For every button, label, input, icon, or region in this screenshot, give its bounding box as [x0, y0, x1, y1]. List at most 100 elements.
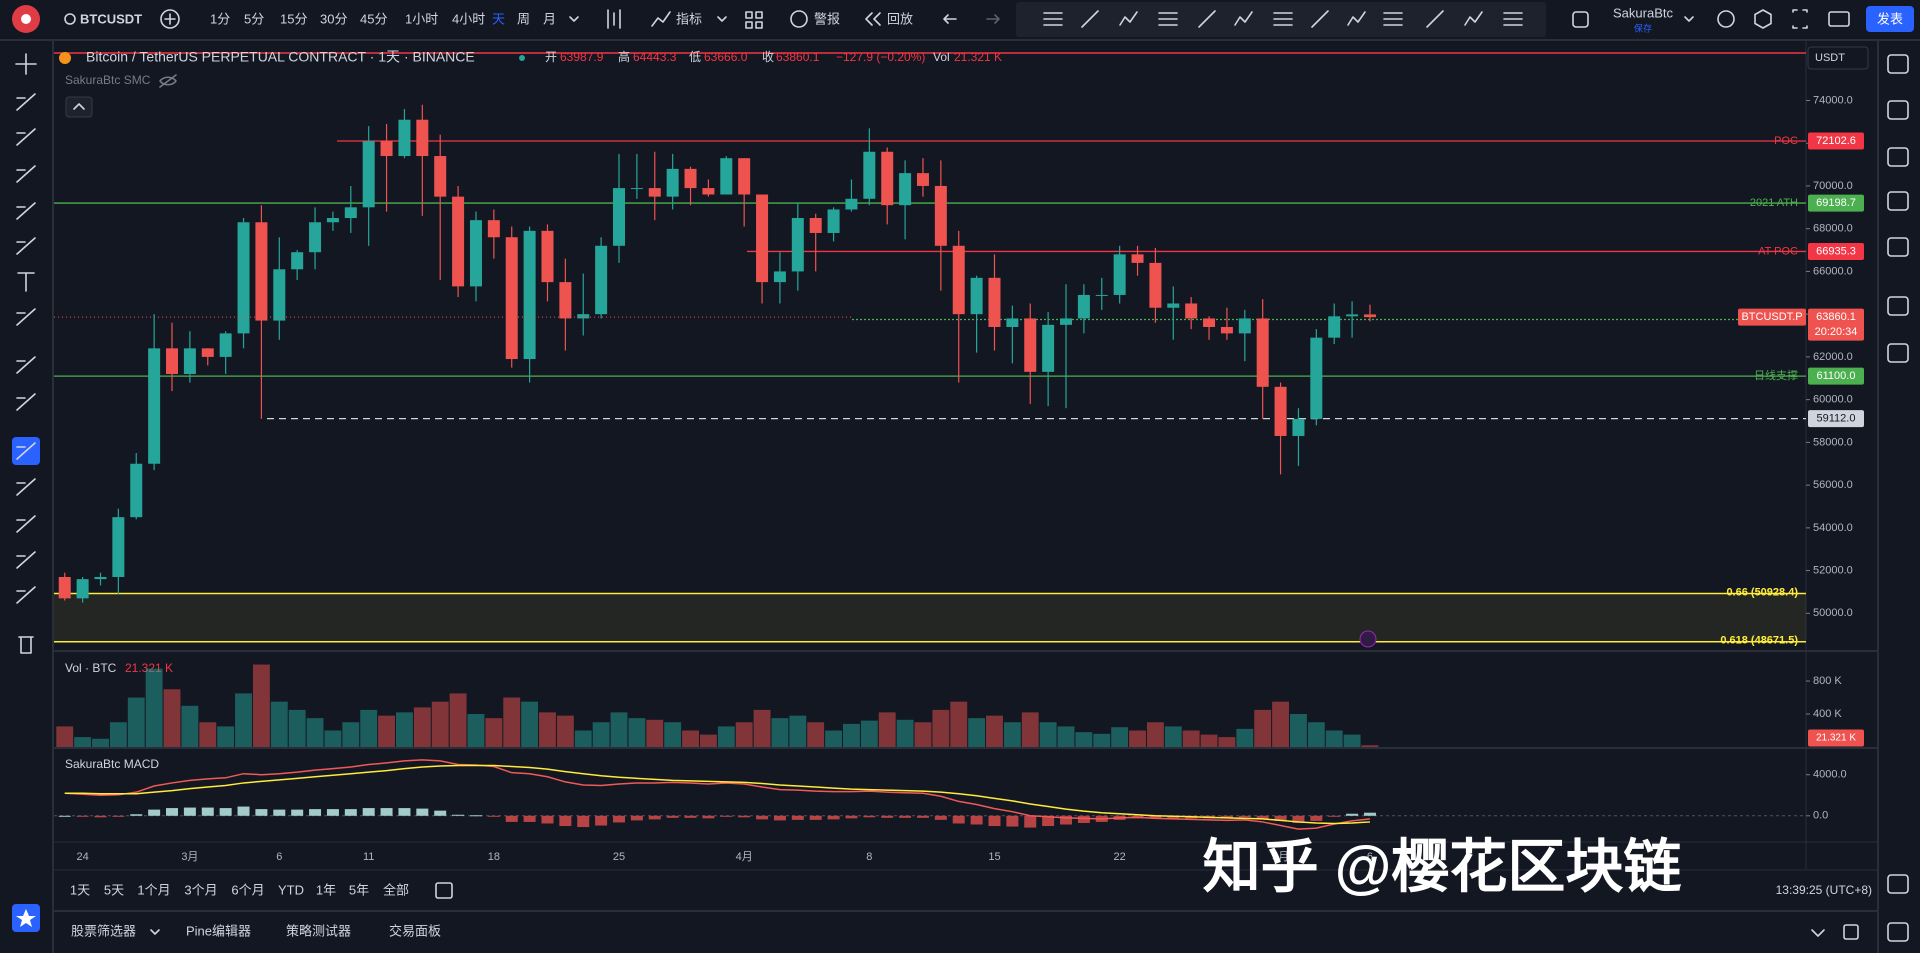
fullscreen[interactable]: [1792, 9, 1808, 29]
timezone[interactable]: 13:39:25 (UTC+8): [1776, 883, 1872, 897]
tool-icon[interactable]: [16, 237, 36, 255]
sidebar-icon[interactable]: [1887, 191, 1909, 211]
candle-body: [416, 119, 429, 157]
indicators-button[interactable]: 指标: [676, 11, 702, 26]
search-icon[interactable]: [64, 13, 76, 25]
range-button[interactable]: 5天: [104, 882, 124, 897]
range-button[interactable]: 6个月: [231, 882, 264, 897]
alert-button[interactable]: 警报: [814, 11, 840, 26]
volume-bar: [360, 709, 378, 747]
bottom-tab[interactable]: Pine编辑器: [186, 923, 251, 938]
tool-icon[interactable]: [16, 442, 36, 460]
interval-button[interactable]: 45分: [360, 11, 387, 26]
panel-collapse[interactable]: [1811, 929, 1825, 937]
drawing-tool[interactable]: [1503, 12, 1523, 26]
layout-icon[interactable]: [745, 11, 763, 29]
tool-icon[interactable]: [15, 53, 37, 75]
sidebar-icon[interactable]: [1887, 922, 1909, 942]
drawing-tool[interactable]: [1273, 12, 1293, 26]
interval-button[interactable]: 30分: [320, 11, 347, 26]
volume-bar: [968, 718, 986, 747]
range-button[interactable]: YTD: [278, 882, 304, 897]
tool-icon[interactable]: [18, 636, 34, 654]
candle-body: [630, 188, 643, 190]
interval-button[interactable]: 周: [517, 11, 530, 26]
tool-icon[interactable]: [16, 393, 36, 411]
tool-icon[interactable]: [16, 202, 36, 220]
sidebar-icon[interactable]: [1887, 100, 1909, 120]
undo[interactable]: [943, 14, 957, 24]
chart-type-icon[interactable]: [607, 9, 621, 29]
tool-icon[interactable]: [16, 478, 36, 496]
range-button[interactable]: 1个月: [137, 882, 170, 897]
bottom-tab[interactable]: 股票筛选器: [71, 923, 136, 938]
compare-button[interactable]: [160, 9, 180, 29]
tool-icon[interactable]: [16, 93, 36, 111]
drawing-tool[interactable]: [1198, 10, 1216, 28]
candle-body: [1024, 318, 1037, 372]
candle-body: [916, 173, 929, 186]
tab-dropdown[interactable]: [150, 929, 160, 935]
symbol[interactable]: BTCUSDT: [80, 11, 142, 26]
sidebar-icon[interactable]: [1887, 343, 1909, 363]
range-button[interactable]: 1年: [316, 882, 336, 897]
publish-button[interactable]: [1866, 6, 1914, 32]
sidebar-icon[interactable]: [1887, 54, 1909, 74]
sidebar-icon[interactable]: [1887, 874, 1909, 894]
drawing-tool[interactable]: [1426, 10, 1444, 28]
layout-checkbox[interactable]: [1572, 11, 1589, 28]
redo[interactable]: [986, 14, 1000, 24]
interval-button[interactable]: 1小时: [405, 11, 438, 26]
drawing-tool[interactable]: [1234, 11, 1253, 26]
layout-dropdown[interactable]: [1684, 16, 1694, 22]
panel-maximize[interactable]: [1843, 924, 1859, 940]
interval-dropdown[interactable]: [569, 16, 579, 22]
interval-button[interactable]: 1分: [210, 11, 230, 26]
replay-button[interactable]: 回放: [887, 11, 913, 26]
interval-button[interactable]: 15分: [280, 11, 307, 26]
bottom-tab[interactable]: 交易面板: [389, 923, 441, 938]
volume-bar: [521, 701, 539, 747]
range-button[interactable]: 3个月: [184, 882, 217, 897]
tool-icon[interactable]: [16, 586, 36, 604]
collapse-button[interactable]: [65, 96, 93, 118]
range-button[interactable]: 5年: [349, 882, 369, 897]
tool-icon[interactable]: [17, 272, 35, 292]
macd-histogram: [541, 815, 554, 824]
layout-name[interactable]: SakuraBtc: [1613, 5, 1673, 20]
drawing-tool[interactable]: [1383, 12, 1403, 26]
drawing-tool[interactable]: [1043, 12, 1063, 26]
bottom-tab[interactable]: 策略测试器: [286, 923, 351, 938]
indicators-dropdown[interactable]: [717, 16, 727, 22]
sidebar-icon[interactable]: [1887, 147, 1909, 167]
y-tick-label: 58000.0: [1813, 436, 1853, 448]
tool-icon[interactable]: [16, 551, 36, 569]
sidebar-icon[interactable]: [1887, 296, 1909, 316]
sidebar-icon[interactable]: [1887, 237, 1909, 257]
currency-select[interactable]: [1807, 46, 1869, 70]
drawing-tool[interactable]: [1158, 12, 1178, 26]
interval-button[interactable]: 月: [543, 11, 556, 26]
level-price: 69198.7: [1816, 197, 1856, 209]
range-button[interactable]: 1天: [70, 882, 90, 897]
drawing-tool[interactable]: [1464, 11, 1483, 26]
drawing-tool[interactable]: [1119, 11, 1138, 26]
tool-icon[interactable]: [16, 165, 36, 183]
settings[interactable]: [1754, 9, 1772, 29]
drawing-tool[interactable]: [1347, 11, 1366, 26]
quick-search[interactable]: [1717, 10, 1735, 28]
interval-button[interactable]: 5分: [244, 11, 264, 26]
goto-date[interactable]: [435, 882, 453, 899]
currency[interactable]: USDT: [1815, 52, 1845, 64]
interval-button[interactable]: 天: [492, 11, 505, 26]
tool-icon[interactable]: [16, 308, 36, 326]
drawing-tool[interactable]: [1081, 10, 1099, 28]
tool-icon[interactable]: [16, 356, 36, 374]
tool-icon[interactable]: [16, 515, 36, 533]
range-button[interactable]: 全部: [383, 882, 409, 897]
tool-icon[interactable]: [16, 128, 36, 146]
snapshot[interactable]: [1828, 11, 1850, 27]
drawing-tool[interactable]: [1311, 10, 1329, 28]
interval-button[interactable]: 4小时: [452, 11, 485, 26]
visibility-toggle[interactable]: [159, 74, 177, 88]
